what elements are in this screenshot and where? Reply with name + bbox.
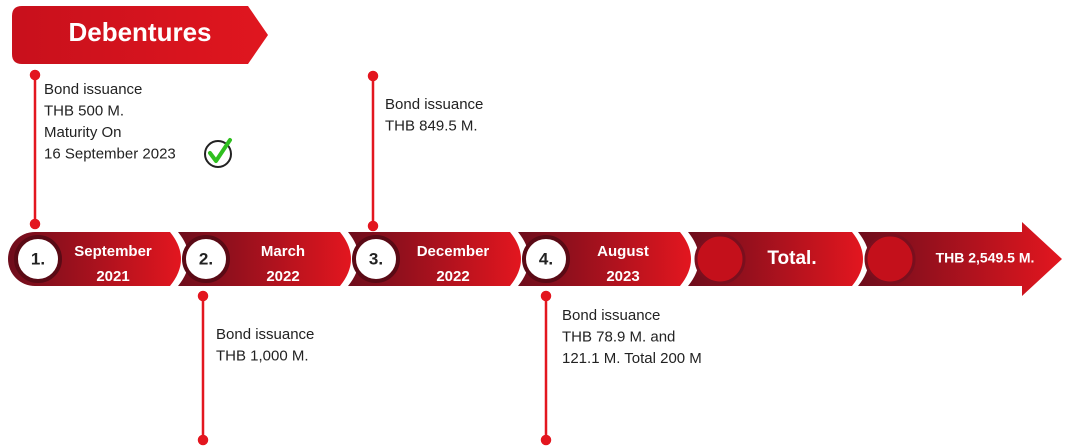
note-line: THB 78.9 M. and bbox=[562, 328, 675, 345]
step-number: 3. bbox=[369, 249, 383, 268]
step-month: September bbox=[74, 243, 152, 260]
step-number: 1. bbox=[31, 249, 45, 268]
total-arrow bbox=[858, 222, 1062, 296]
note-line: THB 1,000 M. bbox=[216, 347, 309, 364]
connectors bbox=[29, 69, 552, 446]
note-line: Bond issuance bbox=[385, 96, 483, 113]
connector-dot bbox=[367, 70, 379, 82]
step-circle bbox=[352, 235, 400, 283]
total-circle bbox=[694, 233, 746, 285]
note-line: THB 500 M. bbox=[44, 102, 124, 119]
check-mark bbox=[208, 138, 232, 163]
note-line: Bond issuance bbox=[562, 307, 660, 324]
connector-dot bbox=[540, 290, 552, 302]
connector-dot bbox=[197, 434, 209, 446]
note-line: Bond issuance bbox=[216, 326, 314, 343]
step-year: 2023 bbox=[606, 268, 639, 285]
step-year: 2022 bbox=[436, 268, 469, 285]
header-banner bbox=[12, 6, 268, 64]
header-title: Debentures bbox=[68, 17, 211, 47]
note-line: Maturity On bbox=[44, 124, 122, 141]
step-circle bbox=[14, 235, 62, 283]
total-label: Total. bbox=[767, 248, 816, 269]
note-line: 16 September 2023 bbox=[44, 145, 176, 162]
note-line: THB 849.5 M. bbox=[385, 117, 478, 134]
connector-dot bbox=[29, 69, 41, 81]
step-year: 2021 bbox=[96, 268, 129, 285]
step-month: March bbox=[261, 243, 305, 260]
connector-dot bbox=[540, 434, 552, 446]
step-circle bbox=[182, 235, 230, 283]
step-month: August bbox=[597, 243, 649, 260]
connector-dot bbox=[29, 218, 41, 230]
step-number: 2. bbox=[199, 249, 213, 268]
connector-dot bbox=[367, 220, 379, 232]
step-month: December bbox=[417, 243, 490, 260]
note-line: Bond issuance bbox=[44, 81, 142, 98]
total-value: THB 2,549.5 M. bbox=[936, 250, 1035, 266]
total-value-circle bbox=[864, 233, 916, 285]
step-circle bbox=[522, 235, 570, 283]
step-number: 4. bbox=[539, 249, 553, 268]
notes: Bond issuance THB 500 M. Maturity On 16 Sep… bbox=[44, 81, 702, 367]
check-icon bbox=[204, 138, 232, 168]
connector-dot bbox=[197, 290, 209, 302]
timeline-band: 1. September 2021 2. March 2022 3. December 2022… bbox=[8, 222, 1062, 296]
note-line: 121.1 M. Total 200 M bbox=[562, 350, 702, 367]
step-year: 2022 bbox=[266, 268, 299, 285]
check-circle bbox=[204, 140, 232, 168]
